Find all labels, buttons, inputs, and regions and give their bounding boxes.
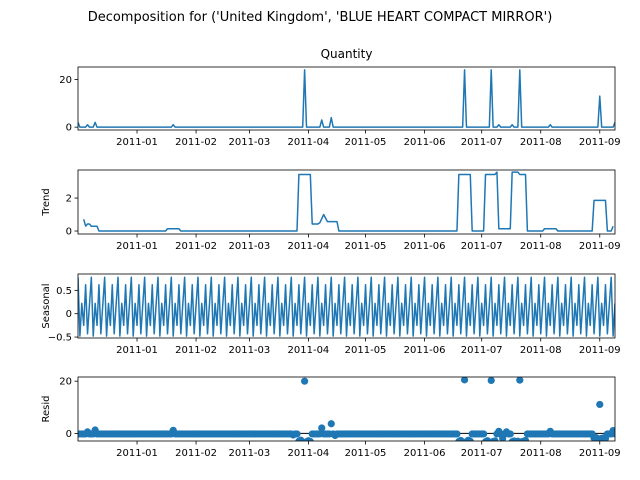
resid-point: [611, 430, 615, 438]
quantity-xtick-label: 2011-06: [404, 137, 446, 148]
resid-xtick-label: 2011-07: [461, 448, 503, 459]
seasonal-xtick-label: 2011-09: [579, 345, 621, 356]
trend-xtick-label: 2011-04: [288, 241, 330, 252]
trend-series-line: [82, 171, 614, 232]
quantity-ytick-label: 0: [66, 123, 72, 134]
resid-ytick-label: 0: [66, 429, 72, 440]
trend-panel: Trend 2011-01 2011-02 2011-03 2011-04 2011-05…: [41, 169, 621, 252]
quantity-xtick-label: 2011-08: [520, 137, 562, 148]
trend-xtick-label: 2011-08: [520, 241, 562, 252]
seasonal-xtick-label: 2011-08: [520, 345, 562, 356]
quantity-xtick-label: 2011-09: [579, 137, 621, 148]
resid-ytick-label: 20: [59, 377, 72, 388]
trend-xtick-label: 2011-09: [579, 241, 621, 252]
seasonal-xtick-label: 2011-06: [404, 345, 446, 356]
quantity-xtick-label: 2011-02: [175, 137, 217, 148]
resid-xtick-label: 2011-01: [116, 448, 158, 459]
seasonal-plot-area: [78, 276, 615, 337]
resid-point: [491, 437, 499, 441]
resid-point: [306, 437, 314, 441]
resid-point: [460, 377, 469, 384]
trend-xtick-label: 2011-06: [404, 241, 446, 252]
figure-suptitle: Decomposition for ('United Kingdom', 'BL…: [88, 10, 553, 25]
resid-xtick-label: 2011-06: [404, 448, 446, 459]
trend-ytick-label: 2: [66, 194, 72, 205]
quantity-plot-area: [78, 69, 615, 128]
quantity-xtick-label: 2011-04: [288, 137, 330, 148]
seasonal-axes-frame: [77, 273, 616, 339]
quantity-series-line: [78, 69, 615, 128]
resid-ylabel: Resid: [41, 396, 52, 423]
resid-point: [521, 436, 530, 441]
resid-point: [453, 430, 461, 438]
trend-xtick-label: 2011-05: [345, 241, 387, 252]
resid-xtick-label: 2011-02: [175, 448, 217, 459]
resid-point: [293, 430, 301, 438]
seasonal-xtick-label: 2011-02: [175, 345, 217, 356]
resid-point: [480, 430, 488, 438]
resid-xtick-label: 2011-04: [288, 448, 330, 459]
seasonal-xtick-label: 2011-05: [345, 345, 387, 356]
seasonal-ylabel: Seasonal: [41, 283, 52, 328]
seasonal-panel: Seasonal 2011-01 2011-02 2011-03 2011-04 2011…: [41, 273, 621, 356]
resid-panel: Resid 2011-01 2011-02 2011-03 2011-04 2011-05…: [41, 376, 621, 459]
seasonal-xtick-label: 2011-07: [461, 345, 503, 356]
quantity-xtick-label: 2011-05: [345, 137, 387, 148]
quantity-panel: Quantity 2011-01 2011-02 2011-03 2011-04 2011…: [59, 47, 620, 148]
trend-ytick-label: 0: [66, 227, 72, 238]
resid-axes-frame: [77, 376, 616, 442]
resid-xtick-label: 2011-08: [520, 448, 562, 459]
resid-point: [301, 377, 309, 385]
resid-point: [466, 437, 474, 441]
trend-axes-frame: [77, 169, 616, 235]
seasonal-ytick-label: 0.5: [56, 286, 72, 297]
resid-xtick-label: 2011-03: [228, 448, 270, 459]
trend-xtick-label: 2011-07: [461, 241, 503, 252]
quantity-xtick-label: 2011-01: [116, 137, 158, 148]
resid-point: [596, 400, 604, 409]
quantity-title: Quantity: [321, 47, 373, 61]
quantity-axes-frame: [77, 66, 616, 131]
resid-point: [487, 377, 495, 384]
seasonal-xtick-label: 2011-01: [116, 345, 158, 356]
resid-point: [318, 424, 326, 432]
resid-plot-area: [78, 377, 615, 441]
resid-point: [506, 430, 514, 438]
quantity-xtick-label: 2011-07: [461, 137, 503, 148]
trend-xtick-label: 2011-02: [175, 241, 217, 252]
trend-plot-area: [82, 171, 614, 232]
trend-ylabel: Trend: [41, 188, 52, 216]
seasonal-series-line: [78, 276, 615, 337]
resid-point: [327, 420, 335, 428]
resid-xtick-label: 2011-09: [579, 448, 621, 459]
seasonal-xtick-label: 2011-03: [228, 345, 270, 356]
seasonal-xtick-label: 2011-04: [288, 345, 330, 356]
quantity-xtick-label: 2011-03: [228, 137, 270, 148]
quantity-ytick-label: 20: [59, 75, 72, 86]
resid-point: [516, 377, 524, 384]
trend-xtick-label: 2011-03: [228, 241, 270, 252]
trend-xtick-label: 2011-01: [116, 241, 158, 252]
seasonal-ytick-label: 0: [66, 309, 72, 320]
seasonal-ytick-label: −0.5: [48, 333, 72, 344]
resid-xtick-label: 2011-05: [345, 448, 387, 459]
